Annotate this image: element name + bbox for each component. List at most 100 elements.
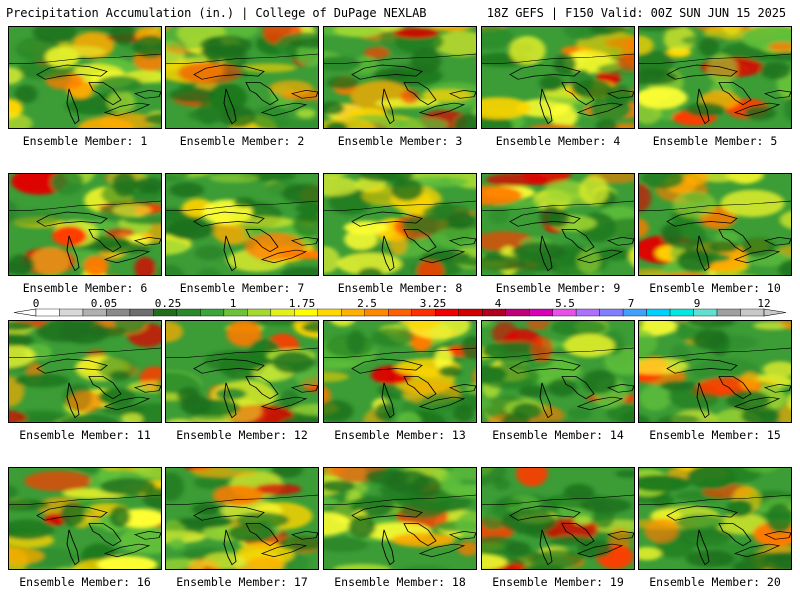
colorbar-swatch	[341, 308, 365, 317]
colorbar-swatch	[411, 308, 436, 317]
ensemble-member-label: Ensemble Member: 3	[337, 134, 463, 148]
colorbar-tick-label: 3.25	[419, 297, 447, 310]
colorbar-swatch	[106, 308, 131, 317]
ensemble-member-panel: Ensemble Member: 12	[165, 320, 319, 442]
ensemble-member-panel: Ensemble Member: 19	[481, 467, 635, 589]
colorbar-swatch	[364, 308, 389, 317]
precip-map	[165, 320, 319, 423]
ensemble-member-label: Ensemble Member: 10	[649, 281, 781, 295]
ensemble-member-panel: Ensemble Member: 5	[638, 26, 792, 148]
precip-map	[165, 26, 319, 129]
colorbar-swatch	[247, 308, 272, 317]
colorbar-swatch	[646, 308, 671, 317]
colorbar-swatch	[317, 308, 342, 317]
colorbar-swatch	[716, 308, 741, 317]
precip-map	[165, 467, 319, 570]
great-lakes-outline	[639, 200, 791, 272]
precip-map	[323, 467, 477, 570]
great-lakes-outline	[482, 53, 634, 125]
precip-map	[638, 320, 792, 423]
ensemble-member-panel: Ensemble Member: 20	[638, 467, 792, 589]
colorbar-swatch	[82, 308, 107, 317]
colorbar-swatch	[200, 308, 225, 317]
ensemble-member-panel: Ensemble Member: 3	[323, 26, 477, 148]
great-lakes-outline	[9, 347, 161, 419]
great-lakes-outline	[482, 200, 634, 272]
ensemble-member-label: Ensemble Member: 17	[176, 575, 308, 589]
precip-colorbar: 0 0.05 0.25 1 1.75 2.5 3.25 4 5.5 7 9 12	[0, 297, 800, 319]
ensemble-member-label: Ensemble Member: 20	[649, 575, 781, 589]
ensemble-member-label: Ensemble Member: 19	[492, 575, 624, 589]
colorbar-tick-label: 1.75	[288, 297, 316, 310]
precip-map	[323, 173, 477, 276]
great-lakes-outline	[639, 494, 791, 566]
ensemble-member-panel: Ensemble Member: 9	[481, 173, 635, 295]
colorbar-tick-label: 5.5	[555, 297, 575, 310]
ensemble-member-panel: Ensemble Member: 10	[638, 173, 792, 295]
colorbar-tick-label: 0.25	[154, 297, 182, 310]
ensemble-member-label: Ensemble Member: 15	[649, 428, 781, 442]
colorbar-tick-label: 1	[229, 297, 237, 310]
ensemble-member-label: Ensemble Member: 12	[176, 428, 308, 442]
ensemble-member-panel: Ensemble Member: 16	[8, 467, 162, 589]
ensemble-member-label: Ensemble Member: 7	[179, 281, 305, 295]
ensemble-member-panel: Ensemble Member: 18	[323, 467, 477, 589]
colorbar-swatch	[693, 308, 718, 317]
ensemble-member-label: Ensemble Member: 11	[19, 428, 151, 442]
precip-map	[165, 173, 319, 276]
precip-map	[481, 26, 635, 129]
colorbar-swatch	[59, 308, 84, 317]
ensemble-member-label: Ensemble Member: 13	[334, 428, 466, 442]
ensemble-member-label: Ensemble Member: 2	[179, 134, 305, 148]
colorbar-tick-label: 2.5	[357, 297, 377, 310]
colorbar-swatch	[153, 308, 178, 317]
colorbar-tick-label: 9	[693, 297, 701, 310]
ensemble-member-panel: Ensemble Member: 11	[8, 320, 162, 442]
colorbar-swatch	[270, 308, 295, 317]
colorbar-tick-label: 7	[627, 297, 635, 310]
great-lakes-outline	[9, 494, 161, 566]
precip-map	[323, 26, 477, 129]
great-lakes-outline	[9, 200, 161, 272]
ensemble-member-label: Ensemble Member: 4	[495, 134, 621, 148]
precip-map	[638, 173, 792, 276]
precip-map	[638, 26, 792, 129]
ensemble-member-panel: Ensemble Member: 4	[481, 26, 635, 148]
colorbar-tick-label: 4	[494, 297, 502, 310]
colorbar-min-arrow	[13, 308, 37, 317]
precip-map	[481, 467, 635, 570]
colorbar-tick-label: 12	[757, 297, 771, 310]
colorbar-swatch	[223, 308, 248, 317]
colorbar-swatch	[528, 308, 553, 317]
colorbar-swatch	[669, 308, 694, 317]
ensemble-member-label: Ensemble Member: 18	[334, 575, 466, 589]
colorbar-swatch	[575, 308, 600, 317]
ensemble-member-panel: Ensemble Member: 15	[638, 320, 792, 442]
ensemble-member-panel: Ensemble Member: 2	[165, 26, 319, 148]
colorbar-swatch	[35, 308, 60, 317]
colorbar-swatch	[622, 308, 647, 317]
colorbar-swatch	[481, 308, 506, 317]
great-lakes-outline	[639, 347, 791, 419]
great-lakes-outline	[9, 53, 161, 125]
precip-map	[638, 467, 792, 570]
great-lakes-outline	[482, 347, 634, 419]
ensemble-member-panel: Ensemble Member: 1	[8, 26, 162, 148]
colorbar-swatch	[435, 308, 459, 317]
great-lakes-outline	[324, 347, 476, 419]
great-lakes-outline	[482, 494, 634, 566]
great-lakes-outline	[324, 494, 476, 566]
precip-map	[8, 467, 162, 570]
colorbar-swatch	[552, 308, 577, 317]
colorbar-tick-label: 0.05	[90, 297, 118, 310]
ensemble-member-label: Ensemble Member: 8	[337, 281, 463, 295]
ensemble-member-panel: Ensemble Member: 7	[165, 173, 319, 295]
precip-map	[8, 173, 162, 276]
ensemble-member-label: Ensemble Member: 6	[22, 281, 148, 295]
great-lakes-outline	[639, 53, 791, 125]
colorbar-tick-label: 0	[32, 297, 40, 310]
ensemble-member-label: Ensemble Member: 16	[19, 575, 151, 589]
precip-map	[323, 320, 477, 423]
colorbar-max-arrow	[763, 308, 787, 317]
great-lakes-outline	[166, 53, 318, 125]
